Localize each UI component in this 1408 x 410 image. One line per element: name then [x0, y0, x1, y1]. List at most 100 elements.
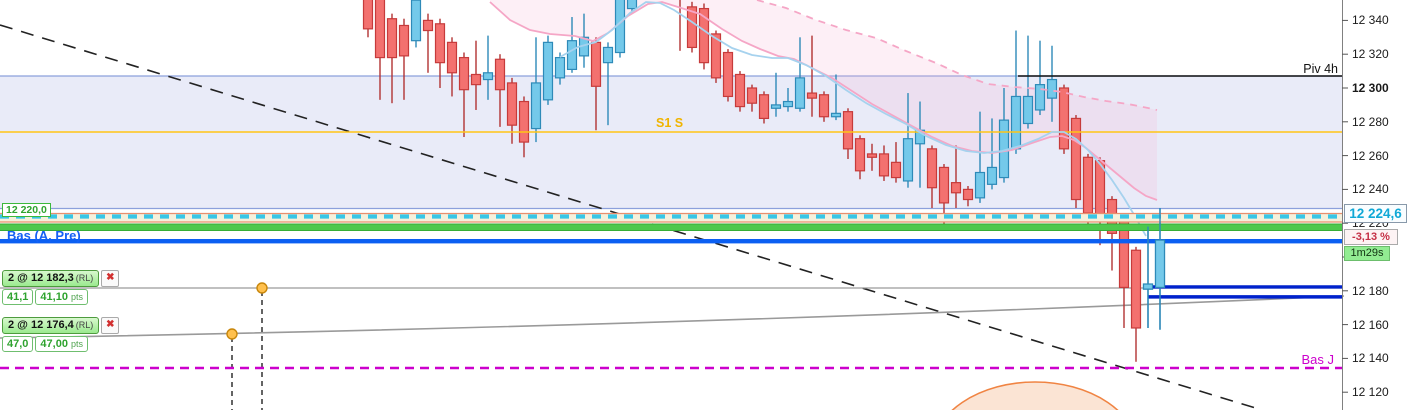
order-1-qty-price: 2 @ 12 182,3	[8, 272, 74, 284]
candle-10-body	[482, 72, 494, 81]
candle-50-body	[962, 188, 974, 201]
change-percent-badge: -3,13 %	[1344, 229, 1398, 245]
order-2-close-icon[interactable]: ✖	[101, 317, 120, 334]
ma-blue-line	[559, 1, 1147, 237]
axis-tick-label-11: 12 120	[1352, 385, 1389, 400]
ma-upper-band-dashed	[756, 0, 1158, 111]
candle-57-body	[1046, 78, 1058, 99]
candle-28-body	[698, 7, 710, 64]
candle-0-body	[362, 0, 374, 30]
order-2-distance: 47,0	[2, 336, 34, 352]
order-2-tag: (RL)	[75, 320, 94, 330]
candle-6-body	[434, 23, 446, 64]
candle-30-body	[722, 51, 734, 98]
order-widget-1[interactable]: 2 @ 12 182,3 (RL) ✖ 41,1 41,10 pts	[2, 270, 120, 305]
candle-5-body	[422, 19, 434, 32]
piv-4h-level-label: Piv 4h	[1303, 62, 1338, 76]
order-1-close-icon[interactable]: ✖	[101, 270, 120, 287]
candle-21-body	[614, 0, 626, 54]
candle-35-body	[782, 100, 794, 108]
candle-countdown-badge: 1m29s	[1344, 246, 1390, 261]
pivot-band	[0, 76, 1342, 209]
candle-2-body	[386, 18, 398, 59]
order-widget-2[interactable]: 2 @ 12 176,4 (RL) ✖ 47,0 47,00 pts	[2, 317, 120, 352]
candle-8-body	[458, 56, 470, 91]
axis-tick-label-8: 12 180	[1352, 283, 1389, 298]
candle-9-body	[470, 73, 482, 86]
zone-price-label[interactable]: 12 220,0	[2, 203, 51, 217]
order-2-unit: pts	[71, 339, 84, 349]
axis-tick-label-5: 12 240	[1352, 182, 1389, 197]
order-2-label[interactable]: 2 @ 12 176,4 (RL)	[2, 317, 100, 334]
candle-56-body	[1034, 84, 1046, 111]
axis-tick-label-10: 12 140	[1352, 351, 1389, 366]
axis-tick-label-3: 12 280	[1352, 114, 1389, 129]
candle-12-body	[506, 82, 518, 126]
candle-42-body	[866, 153, 878, 158]
axis-tick-label-9: 12 160	[1352, 317, 1389, 332]
green-level-band	[0, 224, 1342, 231]
candle-17-body	[566, 40, 578, 71]
candle-58-body	[1058, 87, 1070, 150]
candle-36-body	[794, 77, 806, 109]
candle-34-body	[770, 104, 782, 109]
candle-32-body	[746, 87, 758, 104]
order-line-handle-2[interactable]	[226, 328, 238, 340]
candle-51-body	[974, 171, 986, 199]
bas-a-pre-line	[0, 239, 1342, 244]
candle-55-body	[1022, 95, 1034, 125]
candle-40-body	[842, 111, 854, 150]
order-1-tag: (RL)	[75, 273, 94, 283]
candle-37-body	[806, 92, 818, 99]
order-1-points-value: 41,10	[40, 291, 68, 303]
candle-47-body	[926, 148, 938, 189]
candle-45-body	[902, 138, 914, 182]
axis-tick-label-4: 12 260	[1352, 148, 1389, 163]
candle-38-body	[818, 94, 830, 118]
ma-envelope-fill	[490, 0, 1157, 200]
candle-29-body	[710, 33, 722, 79]
candle-14-body	[530, 82, 542, 130]
candle-19-body	[590, 41, 602, 87]
candle-11-body	[494, 58, 506, 91]
order-1-distance: 41,1	[2, 289, 34, 305]
axis-tick-label-1: 12 320	[1352, 47, 1389, 62]
candle-3-body	[398, 24, 410, 57]
zone-strip	[0, 213, 1342, 222]
candle-64-body	[1130, 249, 1142, 329]
candle-43-body	[878, 153, 890, 177]
bas-a-pre-label: Bas (A, Pre)	[7, 228, 81, 243]
bas-j-level-label: Bas J	[1301, 352, 1334, 367]
candle-13-body	[518, 100, 530, 143]
candle-39-body	[830, 112, 842, 118]
order-2-qty-price: 2 @ 12 176,4	[8, 319, 74, 331]
order-1-points: 41,10 pts	[35, 289, 89, 305]
s1-level-label: S1 S	[656, 116, 684, 130]
candle-59-body	[1070, 117, 1082, 201]
candle-52-body	[986, 166, 998, 185]
order-2-points-value: 47,00	[40, 338, 68, 350]
axis-tick-label-0: 12 340	[1352, 13, 1389, 28]
candle-16-body	[554, 56, 566, 79]
candle-1-body	[374, 0, 386, 59]
candle-7-body	[446, 41, 458, 74]
order-1-label[interactable]: 2 @ 12 182,3 (RL)	[2, 270, 100, 287]
candle-54-body	[1010, 95, 1022, 150]
candle-31-body	[734, 73, 746, 108]
candle-44-body	[890, 161, 902, 179]
order-line-handle-1[interactable]	[256, 282, 268, 294]
candle-22-body	[626, 0, 638, 10]
candle-20-body	[602, 46, 614, 64]
gray-order-line-2	[0, 295, 1345, 339]
candle-doji-top-body	[1142, 283, 1154, 290]
candle-48-body	[938, 166, 950, 204]
candle-current-top-body	[1154, 239, 1166, 289]
axis-tick-label-2: 12 300	[1352, 80, 1389, 95]
candle-27-body	[686, 6, 698, 49]
candle-49-body	[950, 182, 962, 194]
order-2-points: 47,00 pts	[35, 336, 89, 352]
ellipse-annotation	[951, 381, 1119, 410]
candle-41-body	[854, 138, 866, 172]
